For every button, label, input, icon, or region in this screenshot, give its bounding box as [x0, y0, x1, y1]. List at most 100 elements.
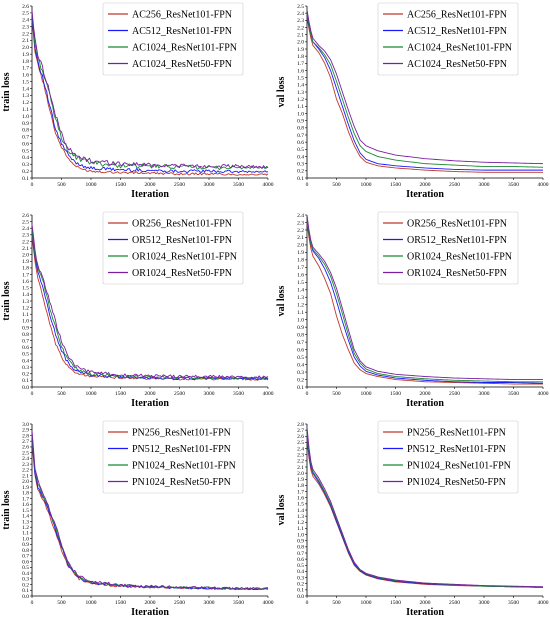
legend-label: PN256_ResNet101-FPN — [132, 428, 231, 439]
y-tick-label: 0.4 — [297, 362, 304, 368]
legend-box — [377, 420, 519, 494]
x-axis-label: Iteration — [406, 189, 444, 200]
y-tick-label: 1.0 — [22, 536, 29, 542]
x-tick-label: 4000 — [263, 182, 274, 188]
y-tick-label: 1.1 — [22, 531, 29, 537]
y-tick-label: 0.8 — [297, 545, 304, 551]
y-tick-label: 1.0 — [297, 532, 304, 538]
y-tick-label: 1.1 — [22, 107, 29, 113]
y-tick-label: 2.4 — [297, 11, 304, 17]
y-tick-label: 0.3 — [297, 575, 304, 581]
y-tick-label: 1.0 — [22, 114, 29, 120]
x-tick-label: 500 — [57, 391, 66, 397]
x-tick-label: 3500 — [508, 391, 519, 397]
x-tick-label: 2500 — [449, 182, 460, 188]
y-tick-label: 0.9 — [22, 542, 29, 548]
y-tick-label: 0.2 — [297, 377, 304, 383]
series-line — [306, 218, 543, 383]
y-tick-label: 0.7 — [22, 135, 29, 141]
y-axis-label: val loss — [276, 285, 287, 316]
y-tick-label: 1.3 — [297, 514, 304, 520]
y-tick-label: 0.2 — [297, 169, 304, 175]
y-tick-label: 1.9 — [22, 52, 29, 58]
y-tick-label: 2.2 — [297, 459, 304, 465]
y-tick-label: 0.8 — [297, 332, 304, 338]
y-tick-label: 0.2 — [22, 169, 29, 175]
legend-label: AC1024_ResNet50-FPN — [407, 59, 507, 70]
y-tick-label: 1.8 — [297, 54, 304, 60]
y-tick-label: 2.1 — [22, 246, 29, 252]
y-tick-label: 1.0 — [22, 319, 29, 325]
y-tick-label: 2.4 — [22, 226, 29, 232]
legend-label: PN1024_ResNet101-FPN — [132, 461, 236, 472]
y-tick-label: 2.7 — [297, 428, 304, 434]
y-tick-label: 2.4 — [297, 213, 304, 219]
y-tick-label: 0.7 — [22, 554, 29, 560]
y-tick-label: 1.2 — [22, 100, 29, 106]
series-line — [31, 12, 269, 170]
y-tick-label: 1.7 — [297, 489, 304, 495]
y-tick-label: 2.3 — [22, 233, 29, 239]
y-tick-label: 0.5 — [22, 352, 29, 358]
y-tick-label: 2.2 — [297, 228, 304, 234]
y-tick-label: 0.3 — [297, 161, 304, 167]
legend-label: PN1024_ResNet50-FPN — [407, 477, 506, 488]
x-tick-label: 1500 — [115, 182, 126, 188]
y-tick-label: 0.7 — [22, 338, 29, 344]
y-tick-label: 0.5 — [297, 355, 304, 361]
y-tick-label: 0.1 — [22, 176, 29, 182]
y-tick-label: 2.0 — [297, 40, 304, 46]
y-tick-label: 1.5 — [297, 75, 304, 81]
y-tick-label: 1.3 — [297, 90, 304, 96]
x-tick-label: 2000 — [145, 600, 156, 606]
legend-label: OR1024_ResNet101-FPN — [407, 252, 512, 263]
x-axis-label: Iteration — [406, 398, 444, 409]
y-tick-label: 0.6 — [22, 345, 29, 351]
y-tick-label: 1.4 — [22, 86, 29, 92]
legend-label: OR1024_ResNet101-FPN — [132, 252, 237, 263]
x-tick-label: 3500 — [233, 182, 244, 188]
y-tick-label: 2.3 — [22, 462, 29, 468]
y-tick-label: 1.0 — [297, 111, 304, 117]
legend-box — [102, 420, 244, 494]
y-tick-label: 0.6 — [297, 557, 304, 563]
legend-label: OR256_ResNet101-FPN — [132, 219, 232, 230]
y-tick-label: 1.9 — [297, 47, 304, 53]
y-tick-label: 1.1 — [297, 104, 304, 110]
series-line — [306, 9, 544, 165]
legend-box — [377, 2, 519, 76]
y-tick-label: 0.9 — [297, 118, 304, 124]
series-line — [306, 214, 543, 380]
y-tick-label: 0.2 — [297, 582, 304, 588]
series-line — [306, 16, 543, 171]
legend-label: PN512_ResNet101-FPN — [407, 444, 506, 455]
x-tick-label: 0 — [31, 182, 34, 188]
x-tick-label: 2000 — [145, 391, 156, 397]
x-tick-label: 3500 — [233, 600, 244, 606]
y-tick-label: 2.8 — [22, 433, 29, 439]
y-tick-label: 1.8 — [22, 59, 29, 65]
y-tick-label: 1.3 — [297, 295, 304, 301]
y-tick-label: 2.4 — [22, 456, 29, 462]
y-tick-label: 2.8 — [297, 422, 304, 428]
y-tick-label: 1.2 — [22, 525, 29, 531]
x-tick-label: 2500 — [449, 600, 460, 606]
y-tick-label: 0.4 — [22, 358, 29, 364]
x-tick-label: 3000 — [479, 391, 490, 397]
y-tick-label: 0.3 — [22, 162, 29, 168]
y-tick-label: 1.3 — [22, 519, 29, 525]
y-tick-label: 1.5 — [22, 79, 29, 85]
y-tick-label: 1.8 — [22, 491, 29, 497]
series-line — [31, 18, 269, 176]
y-tick-label: 2.5 — [22, 450, 29, 456]
chart-svg: 0.10.20.30.40.50.60.70.80.91.01.11.21.31… — [276, 2, 549, 200]
series-line — [306, 16, 543, 173]
x-tick-label: 2500 — [174, 182, 185, 188]
x-axis-label: Iteration — [131, 607, 169, 618]
y-tick-label: 0.3 — [297, 370, 304, 376]
x-axis-label: Iteration — [406, 607, 444, 618]
y-tick-label: 0.8 — [22, 332, 29, 338]
y-tick-label: 0.4 — [297, 569, 304, 575]
chart-panel: 0.1 0.2 0.3 0.4 0.5 0.6 0.7 0.8 0.9 1.0 1.1 1.2 1.3 1… — [275, 0, 550, 209]
